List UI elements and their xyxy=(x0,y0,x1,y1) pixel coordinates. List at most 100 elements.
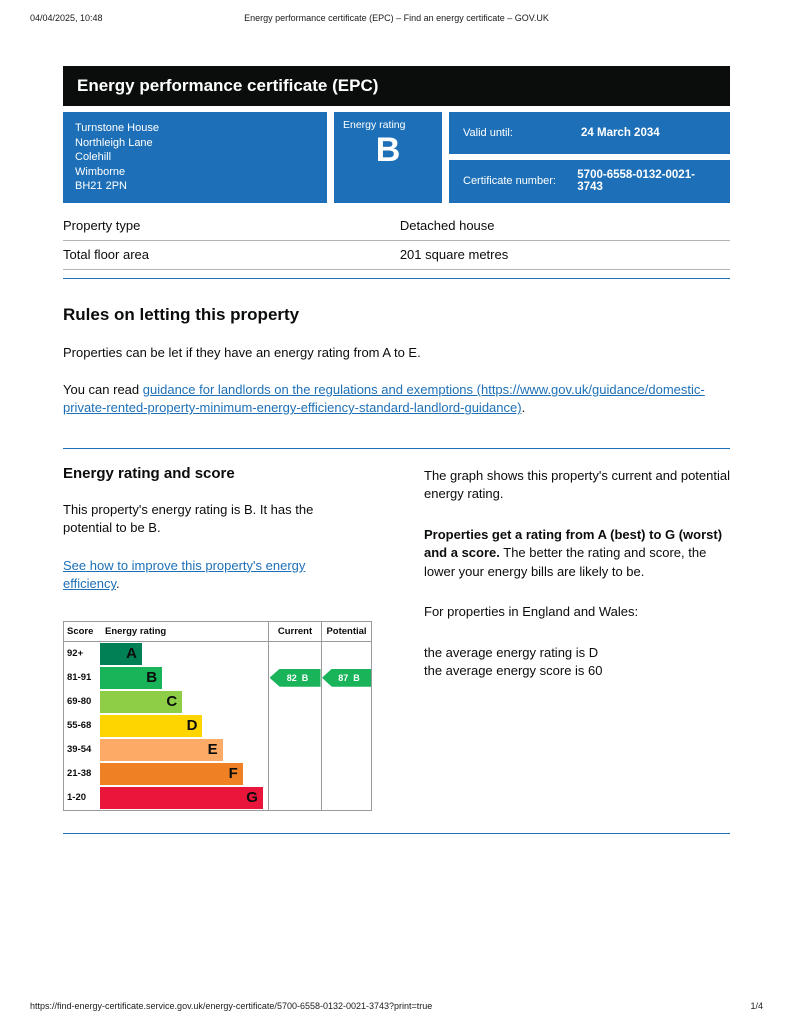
score-column-header: Score xyxy=(67,625,94,637)
epc-band-f: F xyxy=(100,762,243,785)
address-line: Wimborne xyxy=(75,165,126,178)
average-rating-paragraph: the average energy rating is D the averag… xyxy=(424,644,730,681)
band-letter: E xyxy=(207,741,218,759)
valid-until-box: Valid until: 24 March 2034 xyxy=(449,112,730,155)
rating-scale-bold: Properties get a rating from A (best) to… xyxy=(424,526,723,561)
average-rating-line: the average energy rating is D xyxy=(424,644,599,660)
current-cell xyxy=(268,737,321,762)
band-score-range: 39-54 xyxy=(67,744,92,756)
current-column-header: Current xyxy=(268,621,321,641)
valid-until-value: 24 March 2034 xyxy=(581,127,660,140)
potential-cell xyxy=(321,641,371,666)
letting-rules-heading: Rules on letting this property xyxy=(63,304,300,324)
band-letter: B xyxy=(146,669,158,687)
guidance-text-prefix: You can read xyxy=(63,382,143,398)
potential-score: 87 xyxy=(338,672,349,683)
band-letter: D xyxy=(186,717,198,735)
rating-scale-paragraph: Properties get a rating from A (best) to… xyxy=(424,526,730,581)
rating-score-paragraph: This property's energy rating is B. It h… xyxy=(63,501,314,536)
property-address: Turnstone House Northleigh Lane Colehill… xyxy=(63,112,327,203)
band-letter: C xyxy=(166,693,178,711)
band-score-range: 69-80 xyxy=(67,696,92,708)
print-page-number: 1/4 xyxy=(750,1001,763,1011)
guidance-text-suffix: . xyxy=(521,400,526,416)
print-page-title: Energy performance certificate (EPC) – F… xyxy=(244,13,549,23)
energy-rating-label: Energy rating xyxy=(343,119,406,131)
epc-band-b: B xyxy=(100,666,163,689)
epc-band-row-a: 92+ A xyxy=(64,641,371,666)
potential-cell xyxy=(321,689,371,714)
letting-rules-paragraph: Properties can be let if they have an en… xyxy=(63,344,421,360)
england-wales-paragraph: For properties in England and Wales: xyxy=(424,604,639,620)
epc-band-row-g: 1-20 G xyxy=(64,785,371,810)
rating-and-score-section: Energy rating and score This property's … xyxy=(63,465,730,811)
property-details-table: Property type Detached house Total floor… xyxy=(63,212,730,270)
average-score-line: the average energy score is 60 xyxy=(424,663,603,679)
epc-chart-header: Score Energy rating Current Potential xyxy=(64,621,371,642)
validity-boxes: Valid until: 24 March 2034 Certificate n… xyxy=(449,112,730,203)
band-score-range: 1-20 xyxy=(67,792,87,804)
band-letter: G xyxy=(246,789,258,807)
letting-guidance-paragraph: You can read guidance for landlords on t… xyxy=(63,381,730,418)
certificate-number-box: Certificate number: 5700-6558-0132-0021-… xyxy=(449,160,730,203)
improve-efficiency-link[interactable]: See how to improve this property's energ… xyxy=(63,557,306,592)
potential-cell: 87 B xyxy=(321,665,371,690)
page-title: Energy performance certificate (EPC) xyxy=(63,66,730,106)
epc-rating-chart: Score Energy rating Current Potential 92… xyxy=(63,620,372,811)
graph-explainer-paragraph: The graph shows this property's current … xyxy=(424,467,730,502)
epc-band-e: E xyxy=(100,738,223,761)
potential-cell xyxy=(321,785,371,810)
potential-cell xyxy=(321,713,371,738)
rating-scale-rest: The better the rating and score, the low… xyxy=(424,545,707,579)
rating-score-right-column: The graph shows this property's current … xyxy=(424,465,730,811)
current-cell xyxy=(268,761,321,786)
print-datetime: 04/04/2025, 10:48 xyxy=(30,13,103,23)
epc-band-g: G xyxy=(100,786,263,809)
browser-print-header: 04/04/2025, 10:48 Energy performance cer… xyxy=(30,13,763,23)
band-letter: F xyxy=(228,765,238,783)
band-score-range: 21-38 xyxy=(67,768,92,780)
current-cell xyxy=(268,689,321,714)
epc-band-c: C xyxy=(100,690,183,713)
potential-cell xyxy=(321,761,371,786)
band-score-range: 55-68 xyxy=(67,720,92,732)
epc-band-row-f: 21-38 F xyxy=(64,761,371,786)
property-type-label: Property type xyxy=(63,217,141,233)
potential-column-header: Potential xyxy=(321,621,371,641)
certificate-content: Energy performance certificate (EPC) Tur… xyxy=(63,66,730,834)
address-line: Turnstone House xyxy=(75,122,159,134)
potential-cell xyxy=(321,737,371,762)
address-line: Colehill xyxy=(75,151,112,164)
section-divider xyxy=(63,277,730,279)
table-row: Property type Detached house xyxy=(63,212,730,241)
epc-band-a: A xyxy=(100,642,142,665)
table-row: Total floor area 201 square metres xyxy=(63,241,730,270)
rating-column-header: Energy rating xyxy=(105,625,167,637)
epc-band-row-b: 81-91 B 82 B 87 B xyxy=(64,665,371,690)
improve-paragraph: See how to improve this property's energ… xyxy=(63,557,365,594)
energy-rating-value: B xyxy=(375,131,401,169)
section-divider xyxy=(63,447,730,449)
certificate-number-value: 5700-6558-0132-0021-3743 xyxy=(577,169,695,194)
epc-band-row-e: 39-54 E xyxy=(64,737,371,762)
print-footer-url: https://find-energy-certificate.service.… xyxy=(30,1001,433,1011)
current-score: 82 xyxy=(286,672,297,683)
current-cell xyxy=(268,713,321,738)
current-cell xyxy=(268,641,321,666)
band-score-range: 92+ xyxy=(67,648,84,660)
band-score-range: 81-91 xyxy=(67,672,92,684)
floor-area-label: Total floor area xyxy=(63,246,149,262)
current-letter: B xyxy=(301,672,309,683)
floor-area-value: 201 square metres xyxy=(399,246,509,262)
potential-letter: B xyxy=(353,672,360,683)
epc-band-row-c: 69-80 C xyxy=(64,689,371,714)
epc-band-d: D xyxy=(100,714,203,737)
current-rating-arrow: 82 B xyxy=(269,668,321,687)
rating-score-left-column: Energy rating and score This property's … xyxy=(63,465,424,811)
landlord-guidance-link[interactable]: guidance for landlords on the regulation… xyxy=(63,382,705,416)
browser-print-footer: https://find-energy-certificate.service.… xyxy=(30,1001,763,1011)
energy-rating-box: Energy rating B xyxy=(334,112,442,203)
certificate-summary: Turnstone House Northleigh Lane Colehill… xyxy=(63,112,730,203)
improve-link-suffix: . xyxy=(116,576,120,592)
